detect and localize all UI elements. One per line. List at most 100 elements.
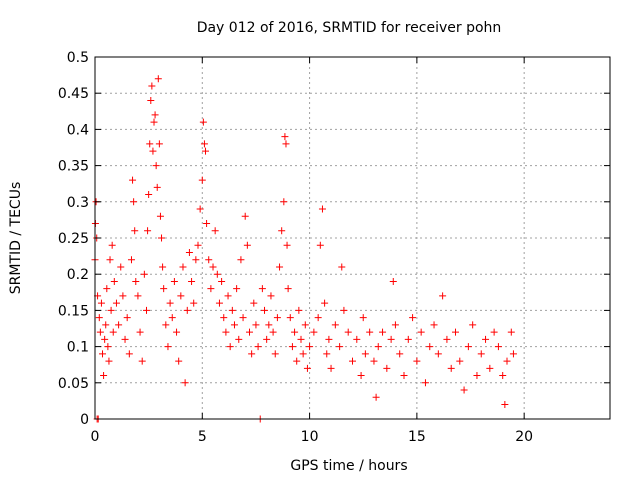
data-point [112, 299, 120, 307]
data-point [387, 335, 395, 343]
data-point [106, 256, 114, 264]
data-point [331, 321, 339, 329]
data-point [503, 357, 511, 365]
data-point [269, 328, 277, 336]
y-tick-label: 0 [80, 412, 89, 428]
data-point [426, 343, 434, 351]
data-point [109, 328, 117, 336]
data-point [220, 314, 228, 322]
data-point [391, 321, 399, 329]
data-point [248, 350, 256, 358]
data-point [494, 343, 502, 351]
data-point [123, 314, 131, 322]
data-point [434, 350, 442, 358]
data-point [228, 306, 236, 314]
data-point [501, 401, 509, 409]
data-point [281, 133, 289, 141]
data-point [200, 140, 208, 148]
data-point [151, 111, 159, 119]
data-point [499, 372, 507, 380]
data-point [119, 292, 127, 300]
data-point [202, 147, 210, 155]
data-point [323, 350, 331, 358]
data-point [338, 263, 346, 271]
data-point [218, 277, 226, 285]
data-point [156, 212, 164, 220]
y-tick-label: 0.05 [58, 376, 89, 392]
data-point [282, 140, 290, 148]
plot-frame [94, 56, 611, 420]
data-point [153, 183, 161, 191]
y-axis-label: SRMTID / TECUs [8, 182, 24, 295]
data-point [102, 321, 110, 329]
data-point [291, 328, 299, 336]
data-point [175, 357, 183, 365]
data-point [359, 314, 367, 322]
data-point [464, 343, 472, 351]
data-point [125, 350, 133, 358]
data-point [115, 321, 123, 329]
y-tick-label: 0.1 [67, 340, 89, 356]
data-point [215, 299, 223, 307]
data-point [265, 321, 273, 329]
data-point [127, 256, 135, 264]
data-point [226, 343, 234, 351]
data-point [258, 285, 266, 293]
data-point [507, 328, 515, 336]
data-point [136, 328, 144, 336]
data-point [155, 140, 163, 148]
data-point [154, 75, 162, 83]
data-point [404, 335, 412, 343]
data-point [132, 277, 140, 285]
data-point [107, 306, 115, 314]
data-point [181, 379, 189, 387]
data-point [239, 314, 247, 322]
data-point [374, 343, 382, 351]
data-point [170, 277, 178, 285]
y-tick-label: 0.15 [58, 303, 89, 319]
data-point [168, 314, 176, 322]
data-point [159, 263, 167, 271]
data-point [273, 314, 281, 322]
data-point [349, 357, 356, 365]
data-point [130, 198, 138, 206]
data-point [233, 285, 241, 293]
data-point [198, 176, 206, 184]
data-point [271, 350, 279, 358]
data-point [152, 162, 160, 170]
data-point [336, 343, 344, 351]
data-point [261, 306, 269, 314]
data-point [421, 379, 429, 387]
data-point [297, 335, 305, 343]
data-point [164, 343, 172, 351]
axis-ticks: 0 5 10 15 20 0 0.05 0.1 0.15 0.2 0.25 0.3 0.35 0.4 0.4… [58, 50, 610, 445]
y-tick-label: 0.45 [58, 86, 89, 102]
data-point [97, 299, 105, 307]
data-point [230, 321, 238, 329]
chart-title: Day 012 of 2016, SRMTID for receiver poh… [197, 20, 502, 36]
data-point [306, 343, 314, 351]
data-point [173, 328, 181, 336]
data-points [91, 75, 517, 423]
data-point [316, 241, 324, 249]
data-point [303, 364, 311, 372]
data-point [267, 292, 275, 300]
data-point [283, 241, 291, 249]
data-point [357, 372, 365, 380]
data-point [241, 212, 249, 220]
data-point [295, 306, 303, 314]
data-point [166, 299, 174, 307]
data-point [205, 256, 213, 264]
data-point [196, 205, 204, 213]
data-point [99, 350, 107, 358]
data-point [101, 335, 109, 343]
data-point [211, 227, 219, 235]
data-point [293, 357, 301, 365]
data-point [361, 350, 369, 358]
data-point [104, 343, 112, 351]
data-point [188, 277, 196, 285]
data-point [121, 335, 129, 343]
data-point [110, 277, 118, 285]
data-point [417, 328, 425, 336]
data-point [383, 364, 391, 372]
